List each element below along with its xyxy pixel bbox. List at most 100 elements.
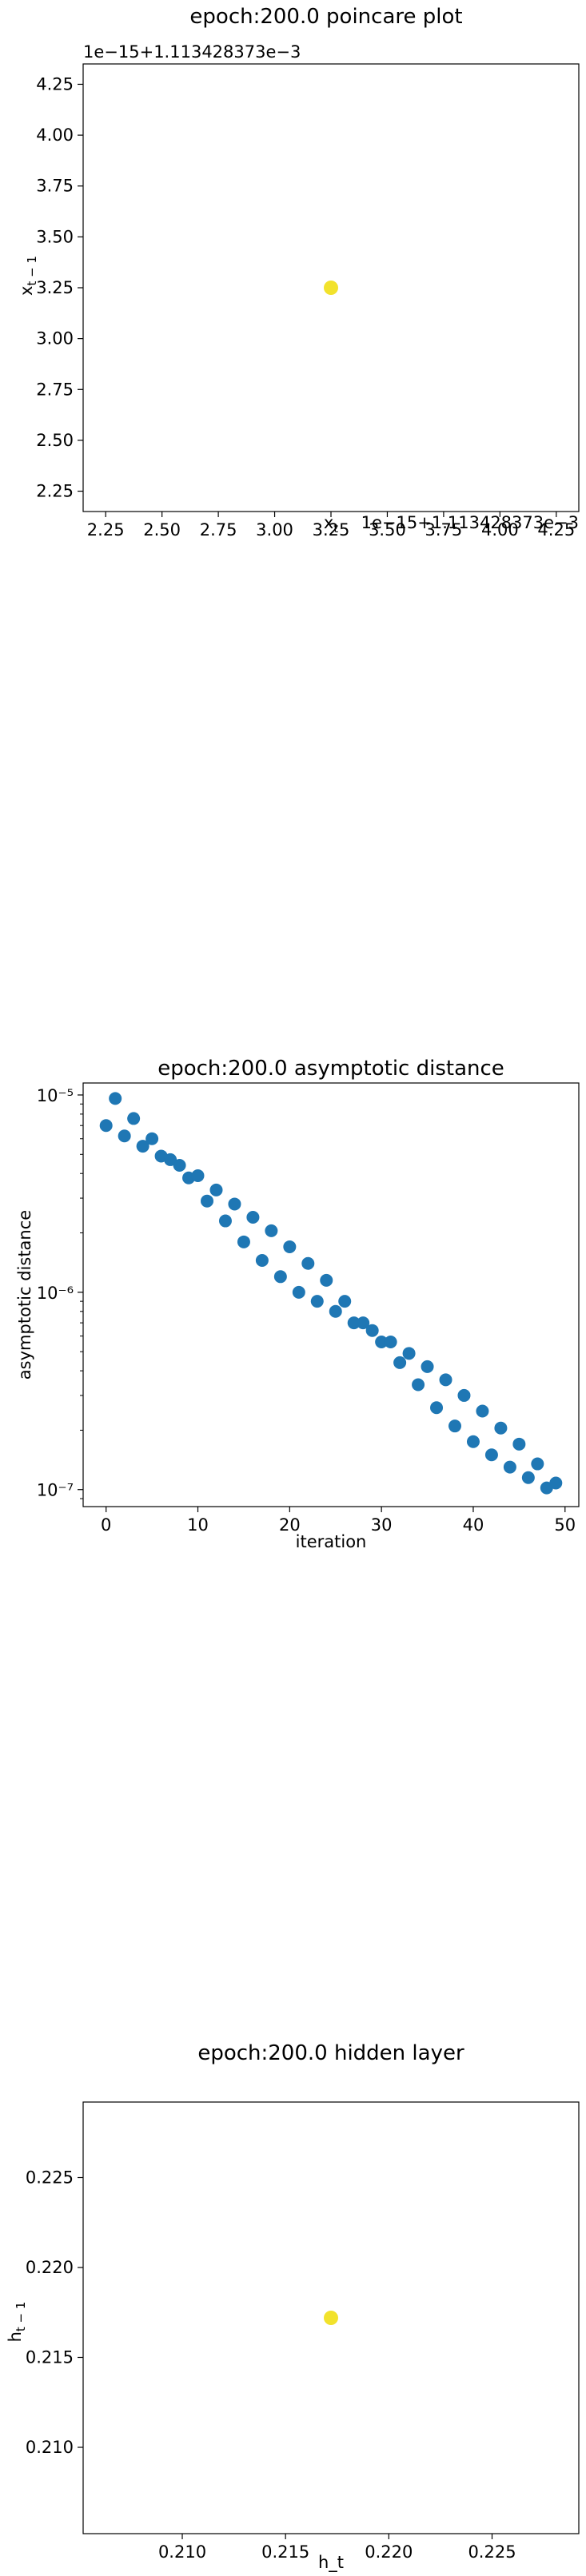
y-tick-label: 10⁻⁶ xyxy=(37,1284,74,1303)
scatter-point xyxy=(109,1092,122,1105)
poincare-x-label: xt xyxy=(324,513,338,536)
scatter-point xyxy=(191,1169,205,1182)
scatter-point xyxy=(320,1273,333,1287)
scatter-point xyxy=(357,1316,370,1330)
scatter-point xyxy=(521,1471,535,1484)
x-tick-label: 0 xyxy=(101,1515,111,1535)
poincare-y-label: xt − 1 xyxy=(17,256,39,296)
asymptotic-y-ticks: 10⁻⁵ 10⁻⁶ 10⁻⁷ xyxy=(37,1086,83,1500)
x-tick-label: 2.25 xyxy=(87,520,125,539)
x-tick-label: 50 xyxy=(554,1515,576,1535)
scatter-point xyxy=(384,1336,397,1349)
x-tick-label: 20 xyxy=(279,1515,301,1535)
scatter-point xyxy=(310,1295,324,1308)
hidden-layer-x-ticks: 0.210 0.215 0.220 0.225 xyxy=(158,2534,516,2562)
poincare-title: epoch:200.0 poincare plot xyxy=(189,5,462,29)
scatter-point xyxy=(375,1336,389,1349)
scatter-point xyxy=(201,1194,213,1208)
scatter-point xyxy=(439,1373,452,1387)
scatter-point xyxy=(164,1153,177,1166)
y-tick-label: 2.50 xyxy=(36,431,74,450)
poincare-y-ticks: 2.25 2.50 2.75 3.00 3.25 3.50 3.75 4.00 4.25 xyxy=(36,74,83,501)
asymptotic-points xyxy=(99,1092,563,1495)
scatter-point xyxy=(173,1159,186,1173)
hidden-layer-y-label: ht − 1 xyxy=(6,2302,28,2343)
scatter-point xyxy=(228,1197,241,1211)
scatter-point xyxy=(484,1448,498,1462)
scatter-point xyxy=(531,1457,544,1471)
x-tick-label: 10 xyxy=(187,1515,209,1535)
y-tick-label: 2.75 xyxy=(36,380,74,399)
scatter-point xyxy=(503,1460,516,1474)
hidden-layer-plot-area xyxy=(82,2101,580,2534)
scatter-point xyxy=(549,1476,563,1490)
y-tick-label: 2.25 xyxy=(36,482,74,501)
scatter-point xyxy=(324,281,338,295)
y-tick-label: 4.00 xyxy=(36,125,74,145)
y-tick-label: 3.50 xyxy=(36,227,74,246)
scatter-point xyxy=(412,1378,425,1392)
x-tick-label: 0.225 xyxy=(468,2542,516,2562)
x-tick-label: 0.215 xyxy=(261,2542,309,2562)
scatter-point xyxy=(448,1419,461,1433)
x-tick-label: 3.00 xyxy=(256,520,293,539)
hidden-layer-title: epoch:200.0 hidden layer xyxy=(197,2041,464,2065)
y-tick-label: 0.225 xyxy=(26,2168,74,2188)
y-tick-label: 3.75 xyxy=(36,177,74,196)
scatter-point xyxy=(237,1235,250,1248)
x-tick-label: 0.220 xyxy=(365,2542,413,2562)
poincare-points xyxy=(324,281,338,295)
hidden-layer-points xyxy=(324,2311,338,2325)
x-tick-label: 30 xyxy=(371,1515,393,1535)
scatter-point xyxy=(265,1224,278,1237)
asymptotic-title: epoch:200.0 asymptotic distance xyxy=(157,1057,504,1081)
x-tick-label: 40 xyxy=(463,1515,484,1535)
poincare-x-offset-text: 1e−15+1.113428373e−3 xyxy=(361,513,579,532)
asymptotic-plot-area xyxy=(82,1082,580,1507)
poincare-x-ticks: 2.25 2.50 2.75 3.00 3.25 3.50 3.75 4.00 4.25 xyxy=(87,512,575,539)
scatter-point xyxy=(283,1240,297,1253)
scatter-point xyxy=(329,1304,342,1318)
scatter-point xyxy=(476,1404,489,1418)
hidden-layer-y-ticks: 0.210 0.215 0.220 0.225 xyxy=(26,2168,83,2457)
scatter-point xyxy=(457,1388,471,1402)
scatter-point xyxy=(466,1435,480,1448)
scatter-point xyxy=(402,1347,416,1360)
x-tick-label: 0.210 xyxy=(158,2542,206,2562)
poincare-chart: epoch:200.0 poincare plot 1e−15+1.113428… xyxy=(17,5,580,539)
scatter-point xyxy=(118,1129,131,1143)
scatter-point xyxy=(347,1316,361,1330)
y-tick-label: 0.210 xyxy=(26,2438,74,2457)
scatter-point xyxy=(494,1421,508,1435)
asymptotic-y-label: asymptotic distance xyxy=(15,1210,34,1380)
scatter-point xyxy=(146,1132,159,1145)
x-tick-label: 3.50 xyxy=(369,520,406,539)
x-tick-label: 3.75 xyxy=(425,520,463,539)
asymptotic-chart: epoch:200.0 asymptotic distance 0 10 20 30 4… xyxy=(15,1057,580,1551)
scatter-point xyxy=(136,1140,149,1153)
scatter-point xyxy=(273,1270,287,1284)
scatter-point xyxy=(301,1256,315,1270)
scatter-point xyxy=(246,1210,260,1224)
asymptotic-x-label: iteration xyxy=(296,1532,367,1551)
hidden-layer-x-label: h_t xyxy=(318,2553,344,2573)
scatter-point xyxy=(218,1214,232,1228)
scatter-point xyxy=(292,1285,305,1299)
y-tick-label: 4.25 xyxy=(36,74,74,94)
scatter-point xyxy=(209,1183,223,1196)
y-tick-label: 3.00 xyxy=(36,329,74,348)
poincare-y-offset-text: 1e−15+1.113428373e−3 xyxy=(83,42,301,62)
x-tick-label: 4.25 xyxy=(537,520,575,539)
x-tick-label: 2.50 xyxy=(143,520,181,539)
y-tick-label: 0.215 xyxy=(26,2348,74,2367)
x-tick-label: 3.25 xyxy=(313,520,350,539)
scatter-point xyxy=(430,1401,444,1415)
y-tick-label: 3.25 xyxy=(36,278,74,297)
scatter-point xyxy=(99,1119,113,1133)
y-tick-label: 10⁻⁵ xyxy=(37,1086,74,1105)
scatter-point xyxy=(421,1360,434,1373)
asymptotic-x-ticks: 0 10 20 30 40 50 xyxy=(101,1507,576,1535)
scatter-point xyxy=(393,1356,407,1369)
scatter-point xyxy=(512,1437,526,1451)
x-tick-label: 2.75 xyxy=(200,520,237,539)
